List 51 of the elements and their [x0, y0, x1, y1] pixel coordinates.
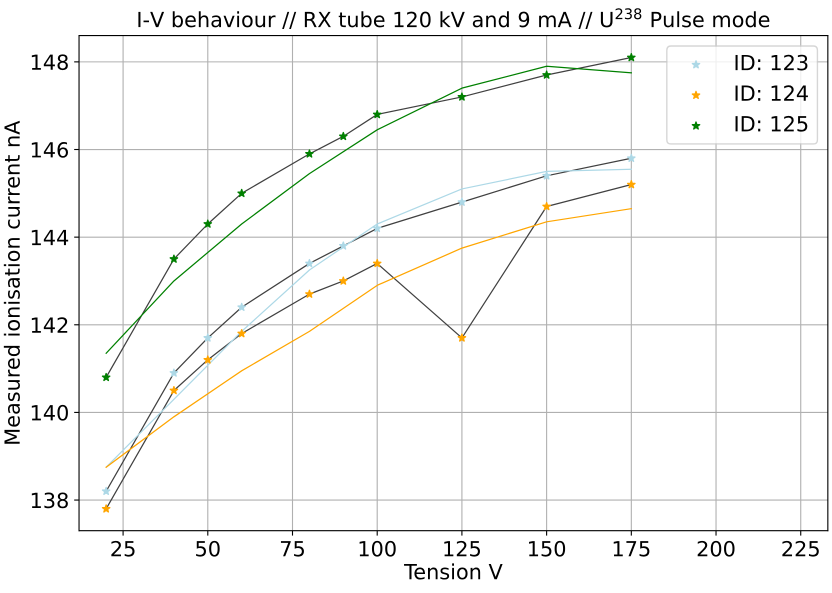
point [305, 149, 314, 158]
point [305, 290, 314, 298]
legend-label: ID: 123 [736, 54, 808, 70]
x-tick-label: 75 [280, 541, 304, 557]
point [627, 180, 636, 188]
point [627, 154, 636, 162]
point [339, 241, 348, 250]
x-axis-title: Tension V [404, 563, 503, 580]
point [305, 258, 314, 268]
point [339, 132, 348, 140]
legend-label: ID: 124 [736, 85, 808, 101]
point [237, 329, 246, 338]
point [102, 486, 110, 496]
point [627, 52, 636, 62]
point [542, 202, 551, 210]
point [339, 276, 348, 285]
y-tick-label: 144 [32, 230, 68, 246]
point [372, 258, 382, 268]
y-tick-label: 148 [32, 54, 68, 70]
point [542, 171, 551, 180]
x-tick-label: 50 [196, 540, 220, 557]
x-tick-label: 25 [111, 540, 135, 557]
y-tick-label: 140 [32, 404, 68, 421]
y-tick-label: 138 [32, 492, 68, 508]
point [203, 333, 212, 342]
point [203, 220, 212, 228]
y-axis-title: Measured ionisation current nA [4, 120, 20, 444]
x-tick-label: 175 [614, 541, 650, 557]
point [372, 224, 382, 232]
point [237, 302, 246, 312]
point [458, 198, 466, 206]
point [170, 368, 178, 377]
point [170, 254, 178, 263]
point [458, 333, 466, 342]
legend-label: ID: 125 [736, 116, 808, 132]
point [542, 70, 551, 79]
point [170, 386, 178, 394]
point [102, 504, 110, 513]
x-tick-label: 200 [698, 540, 735, 557]
point [372, 110, 382, 118]
y-tick-label: 142 [32, 317, 68, 333]
x-tick-label: 150 [529, 540, 566, 557]
chart-title: I-V behaviour // RX tube 120 kV and 9 mA // U$^{238}$ Pulse mode [138, 8, 770, 30]
point [102, 372, 110, 382]
point [203, 355, 212, 364]
x-tick-label: 125 [444, 540, 480, 557]
y-tick-label: 146 [32, 142, 68, 158]
point [237, 188, 246, 198]
x-tick-label: 225 [782, 540, 819, 557]
x-tick-label: 100 [360, 540, 396, 557]
point [458, 92, 466, 101]
